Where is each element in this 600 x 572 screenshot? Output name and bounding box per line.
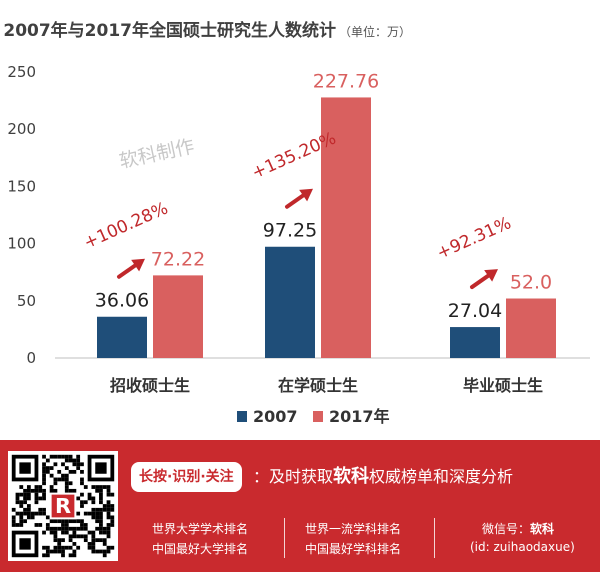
growth-arrow-head xyxy=(484,269,498,282)
y-tick-label: 200 xyxy=(7,120,36,138)
link-china-best-university[interactable]: 中国最好大学排名 xyxy=(152,542,249,556)
legend-label-2007: 2007 xyxy=(253,407,298,426)
chart-title: 2007年与2017年全国硕士研究生人数统计 xyxy=(3,20,336,41)
bar-2017 xyxy=(506,298,556,358)
category-label: 毕业硕士生 xyxy=(463,376,543,395)
bar-2017 xyxy=(153,275,203,358)
legend-swatch-2007 xyxy=(237,411,247,422)
data-label-2007: 36.06 xyxy=(95,290,149,312)
qr-logo-mark: R xyxy=(55,494,71,518)
data-label-2017: 72.22 xyxy=(151,248,205,270)
category-label: 招收硕士生 xyxy=(110,376,190,395)
promo-banner: R 长按·识别·关注 ：及时获取软科权威榜单和深度分析 世界大学学术排名 中国最… xyxy=(0,440,600,572)
data-label-2017: 52.0 xyxy=(510,272,552,294)
growth-label: +92.31% xyxy=(434,213,514,263)
bar-2007 xyxy=(265,246,315,358)
y-tick-label: 100 xyxy=(7,235,36,253)
qr-code-graphic: R xyxy=(8,451,118,561)
legend-swatch-2017 xyxy=(313,411,323,422)
wechat-name: 软科 xyxy=(530,522,555,536)
data-label-2017: 227.76 xyxy=(313,70,379,92)
watermark: 软科制作 xyxy=(117,135,196,172)
data-label-2007: 27.04 xyxy=(448,300,502,322)
link-world-academic-ranking[interactable]: 世界大学学术排名 xyxy=(152,522,249,536)
growth-arrow-head xyxy=(299,188,313,202)
growth-arrow-head xyxy=(131,258,145,272)
y-tick-label: 250 xyxy=(7,63,36,81)
link-world-class-subjects[interactable]: 世界一流学科排名 xyxy=(305,522,402,536)
bar-2017 xyxy=(321,97,371,358)
data-label-2007: 97.25 xyxy=(263,220,317,242)
qr-logo xyxy=(51,494,75,518)
y-tick-label: 0 xyxy=(26,349,36,367)
divider xyxy=(434,518,435,558)
slogan-brand: 软科 xyxy=(333,466,370,487)
bar-2007 xyxy=(450,327,500,358)
growth-label: +100.28% xyxy=(81,198,171,253)
slogan-prefix: ：及时获取 xyxy=(253,467,334,486)
link-china-best-subjects[interactable]: 中国最好学科排名 xyxy=(305,542,402,556)
slogan-text: ：及时获取软科权威榜单和深度分析 xyxy=(253,462,513,492)
wechat-label: 微信号： xyxy=(482,522,531,536)
slogan-suffix: 权威榜单和深度分析 xyxy=(369,467,514,486)
legend-label-2017: 2017年 xyxy=(329,407,390,426)
category-label: 在学硕士生 xyxy=(278,376,358,395)
y-tick-label: 150 xyxy=(7,177,36,195)
chart-unit: （单位：万） xyxy=(339,24,411,39)
qr-code[interactable]: R xyxy=(8,451,118,561)
y-tick-label: 50 xyxy=(17,292,36,310)
divider xyxy=(284,518,285,558)
slogan: 长按·识别·关注 ：及时获取软科权威榜单和深度分析 xyxy=(131,462,581,492)
follow-pill: 长按·识别·关注 xyxy=(131,462,242,492)
wechat-id: (id: zuihaodaxue) xyxy=(470,540,575,554)
bar-2007 xyxy=(97,316,147,358)
bar-chart: 2007年与2017年全国硕士研究生人数统计 （单位：万） 0 50 100 150 200… xyxy=(3,20,590,426)
wechat-account: 微信号：软科 xyxy=(482,520,554,537)
